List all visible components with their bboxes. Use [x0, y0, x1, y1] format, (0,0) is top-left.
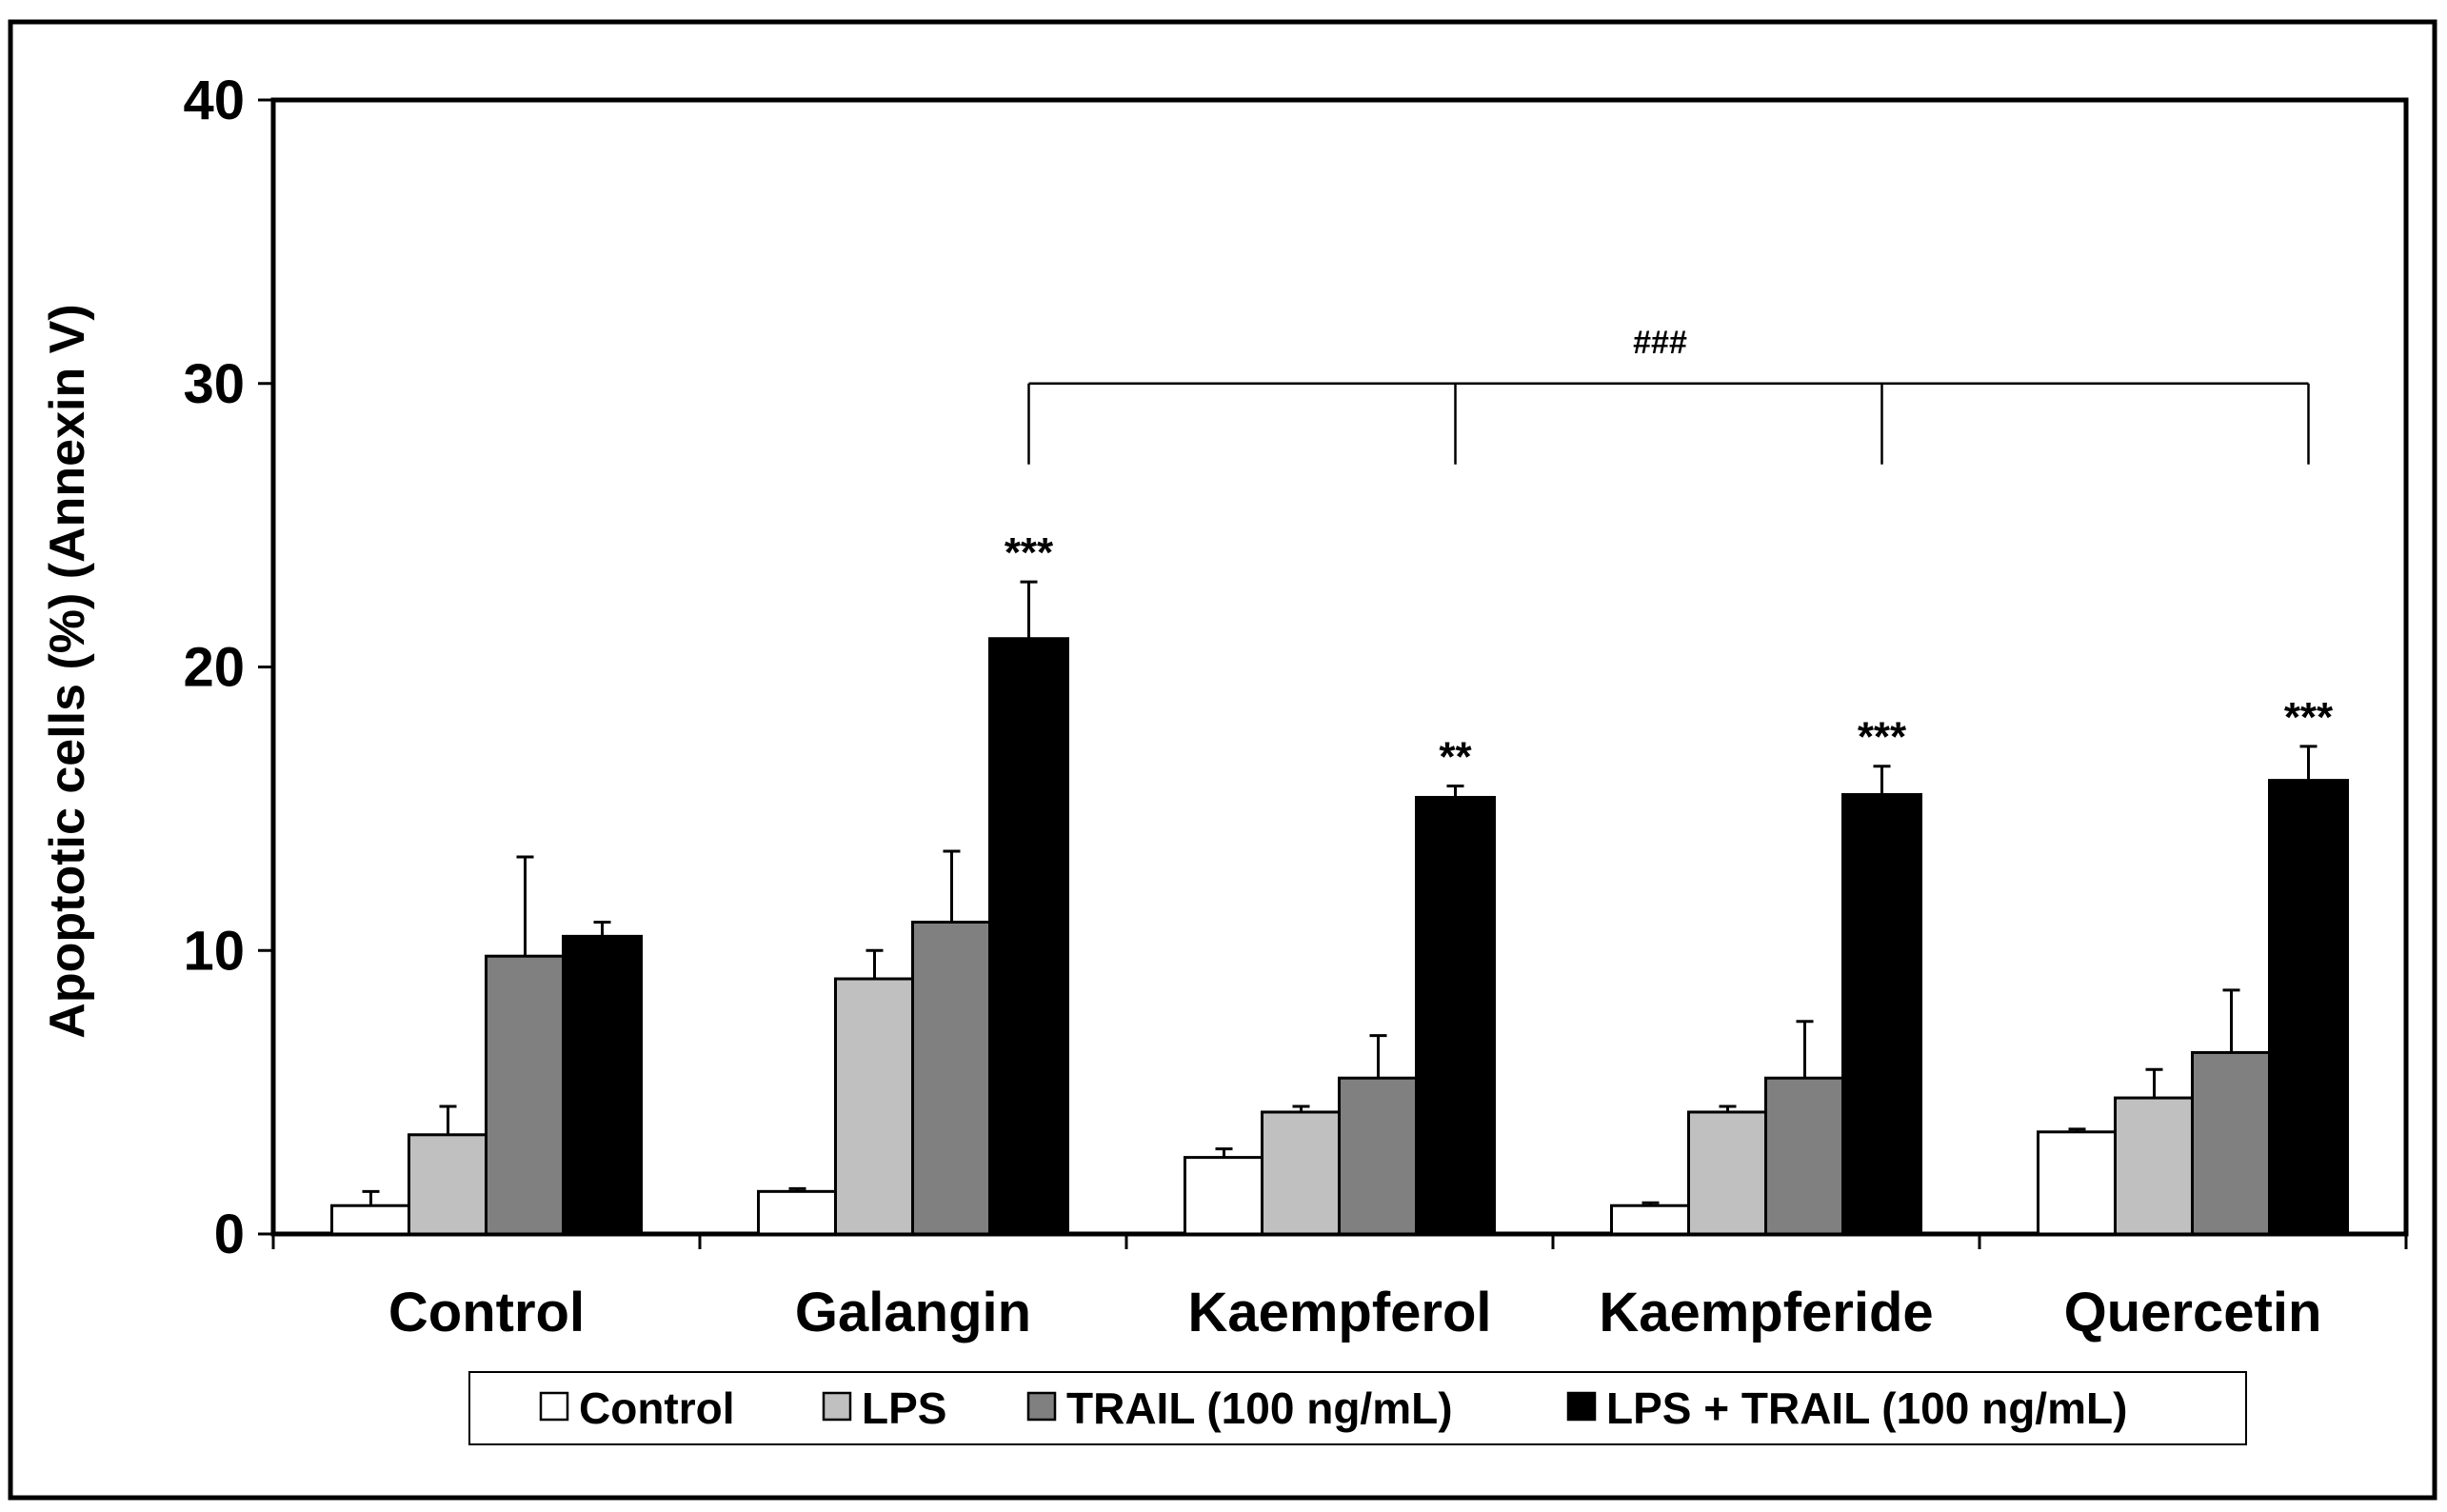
y-tick-label: 30	[183, 353, 245, 415]
figure-border	[8, 19, 2437, 1501]
y-tick-label: 20	[183, 637, 245, 699]
bar-galangin-series-4	[988, 637, 1069, 1236]
legend-swatch-series-4	[1566, 1391, 1597, 1422]
bar-kaempferol-series-2	[1261, 1110, 1342, 1236]
y-axis-label: Apoptotic cells (%) (Annexin V)	[40, 304, 95, 1038]
category-label: Kaempferol	[1187, 1282, 1491, 1343]
bar-control-series-2	[408, 1133, 488, 1236]
y-tick-label: 10	[183, 920, 245, 982]
bar-kaempferide-series-3	[1764, 1076, 1845, 1236]
bar-kaempferide-series-4	[1841, 792, 1922, 1236]
bar-control-series-4	[562, 934, 643, 1236]
bar-quercetin-series-3	[2191, 1050, 2272, 1236]
legend-box	[468, 1371, 2247, 1445]
bar-kaempferol-series-4	[1415, 795, 1496, 1236]
legend-swatch-series-2	[822, 1391, 852, 1422]
y-tick-label: 0	[214, 1204, 245, 1265]
category-label: Galangin	[795, 1282, 1031, 1343]
bar-quercetin-series-4	[2268, 779, 2349, 1236]
category-label: Kaempferide	[1599, 1282, 1933, 1343]
legend-label-series-3: TRAIL (100 ng/mL)	[1066, 1383, 1453, 1433]
bar-quercetin-series-2	[2114, 1096, 2195, 1236]
significance-marker: **	[1439, 734, 1472, 781]
legend-label-series-1: Control	[579, 1383, 735, 1433]
bracket-label: ###	[1633, 325, 1687, 361]
bar-control-series-3	[485, 954, 566, 1236]
significance-marker: ***	[2284, 694, 2334, 741]
category-label: Control	[388, 1282, 585, 1343]
bar-kaempferol-series-1	[1184, 1156, 1264, 1236]
legend-label-series-4: LPS + TRAIL (100 ng/mL)	[1606, 1383, 2127, 1433]
legend-swatch-series-3	[1026, 1391, 1057, 1422]
bar-galangin-series-3	[911, 920, 992, 1236]
significance-marker: ***	[1858, 714, 1907, 761]
bar-kaempferide-series-2	[1687, 1110, 1768, 1236]
legend-swatch-series-1	[539, 1391, 569, 1422]
bar-control-series-1	[330, 1204, 411, 1236]
bar-kaempferide-series-1	[1610, 1204, 1691, 1236]
bar-galangin-series-2	[834, 977, 915, 1236]
bar-kaempferol-series-3	[1338, 1076, 1419, 1236]
legend-label-series-2: LPS	[862, 1383, 946, 1433]
category-label: Quercetin	[2064, 1282, 2322, 1343]
legend: Control LPS TRAIL (100 ng/mL) LPS + TRAIL (…	[468, 1371, 2247, 1445]
plot-area: 0 10 20 30 40 Control Galangin Kaempferol Kaempf…	[183, 70, 2409, 1343]
bar-quercetin-series-1	[2037, 1130, 2118, 1236]
y-tick-label: 40	[183, 70, 245, 131]
bar-galangin-series-1	[757, 1189, 838, 1236]
significance-marker: ***	[1005, 529, 1054, 576]
